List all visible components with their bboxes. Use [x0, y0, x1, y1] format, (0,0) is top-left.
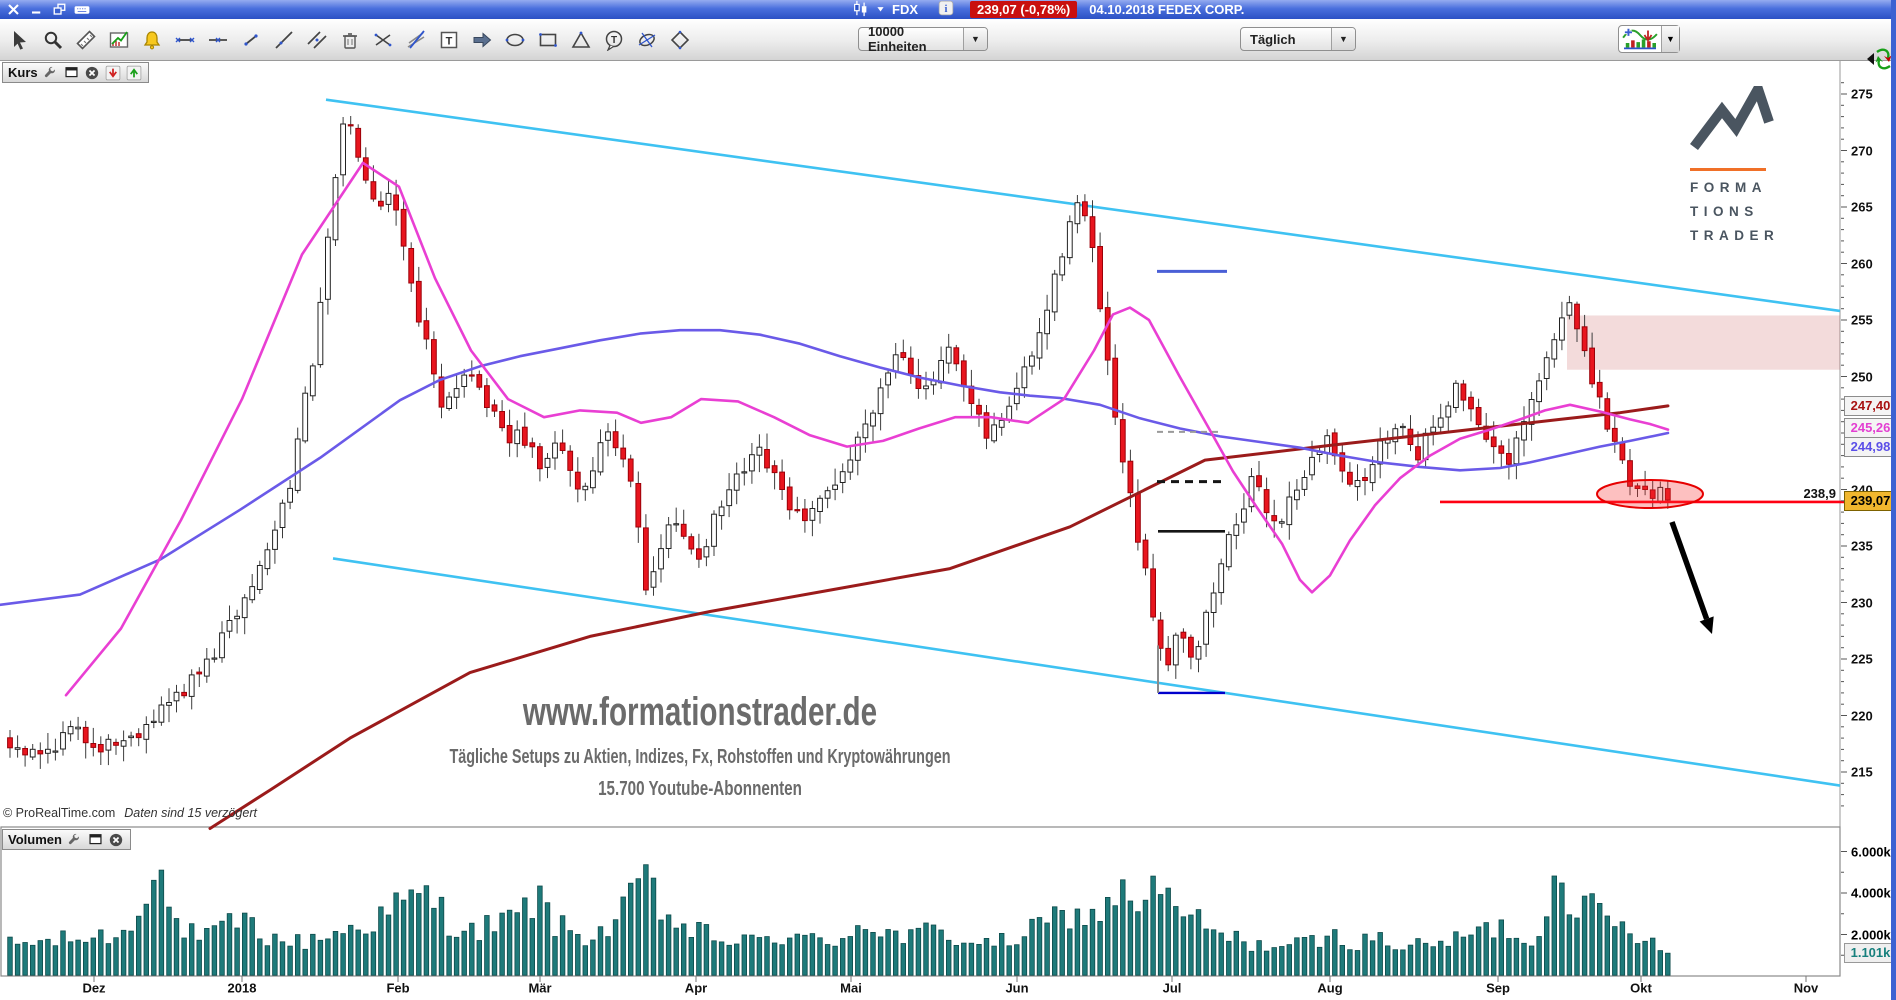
- logo-text-3: TRADER: [1690, 228, 1780, 243]
- support-price-label: 238,9: [1803, 486, 1836, 501]
- window-titlebar: FDX i 239,07 (-0,78%) 04.10.2018 FEDEX C…: [0, 0, 1896, 19]
- indicator-chart-icon: [1619, 26, 1661, 52]
- minimize-window-icon[interactable]: [28, 2, 44, 18]
- wrench-icon[interactable]: [42, 64, 59, 81]
- lower-channel[interactable]: [332, 557, 1841, 787]
- volume-series[interactable]: [7, 864, 1671, 976]
- timeframe-dropdown-value: Täglich: [1250, 31, 1296, 47]
- resistance-zone[interactable]: [1567, 315, 1840, 370]
- tool-rectangle-tool[interactable]: [534, 26, 561, 53]
- window-icon[interactable]: [87, 831, 104, 848]
- tool-rhombus-tool[interactable]: [666, 26, 693, 53]
- tool-remove-lines[interactable]: [402, 26, 429, 53]
- candlestick-mini-icon: [852, 0, 869, 20]
- copyright-note: © ProRealTime.com Daten sind 15 verzögert: [3, 806, 257, 820]
- tool-crossed-ellipse[interactable]: [633, 26, 660, 53]
- ticker-info-group: FDX i 239,07 (-0,78%) 04.10.2018 FEDEX C…: [852, 0, 1244, 19]
- tool-backtest-chart[interactable]: [105, 26, 132, 53]
- price-change-badge: 239,07 (-0,78%): [970, 1, 1078, 18]
- ma-fast-magenta[interactable]: [64, 161, 1670, 697]
- chart-frame: [0, 60, 1841, 977]
- ma-mid-violet[interactable]: [0, 328, 1670, 607]
- timeframe-dropdown-caret-icon[interactable]: ▼: [1331, 28, 1355, 50]
- close-pane-icon[interactable]: [108, 831, 125, 848]
- symbol-label[interactable]: FDX: [892, 2, 918, 17]
- tool-horizontal-segment[interactable]: [171, 26, 198, 53]
- units-dropdown[interactable]: 10000 Einheiten ▼: [858, 24, 988, 54]
- arrow-annotation[interactable]: [1669, 521, 1710, 620]
- svg-text:i: i: [945, 4, 948, 15]
- tool-parallel-channel[interactable]: [303, 26, 330, 53]
- restore-window-icon[interactable]: [51, 2, 67, 18]
- logo-text-1: FORMA: [1690, 180, 1767, 195]
- move-pane-up-icon[interactable]: [126, 64, 143, 81]
- tool-triangle-tool[interactable]: [567, 26, 594, 53]
- window-icon[interactable]: [63, 64, 80, 81]
- tool-text-bubble[interactable]: T: [600, 26, 627, 53]
- tool-alert-bell[interactable]: [138, 26, 165, 53]
- logo-orange-rule: [1690, 168, 1766, 171]
- collapse-refresh-icon[interactable]: [1866, 43, 1893, 75]
- tool-text-box[interactable]: T: [435, 26, 462, 53]
- units-dropdown-caret-icon[interactable]: ▼: [963, 28, 987, 50]
- window-right-border: [1891, 0, 1896, 1000]
- timeframe-dropdown[interactable]: Täglich ▼: [1240, 27, 1356, 51]
- move-pane-down-icon[interactable]: [105, 64, 122, 81]
- close-pane-icon[interactable]: [84, 64, 101, 81]
- volume-pane-header[interactable]: Volumen: [2, 829, 131, 850]
- tool-ellipse-tool[interactable]: [501, 26, 528, 53]
- tool-trash[interactable]: [336, 26, 363, 53]
- svg-text:T: T: [445, 35, 452, 47]
- volume-pane-title: Volumen: [8, 832, 62, 847]
- price-pane-title: Kurs: [8, 65, 38, 80]
- tool-crossed-segments[interactable]: [369, 26, 396, 53]
- tool-horizontal-ray[interactable]: [204, 26, 231, 53]
- date-company-label: 04.10.2018 FEDEX CORP.: [1089, 2, 1245, 17]
- units-dropdown-value: 10000 Einheiten: [868, 24, 927, 54]
- tool-pointer[interactable]: [6, 26, 33, 53]
- tool-short-segment[interactable]: [237, 26, 264, 53]
- arrow-head: [1699, 616, 1714, 634]
- logo-zigzag-icon: [1690, 76, 1774, 151]
- indicator-dropdown-caret-icon[interactable]: ▼: [1661, 26, 1679, 52]
- price-pane-header[interactable]: Kurs: [2, 62, 149, 83]
- provider-label: © ProRealTime.com: [3, 806, 116, 820]
- formationstrader-logo: FORMA TIONS TRADER: [1690, 76, 1780, 243]
- close-window-icon[interactable]: [5, 2, 21, 18]
- delay-label: Daten sind 15 verzögert: [124, 806, 257, 820]
- ma-slow-darkred[interactable]: [208, 404, 1670, 830]
- svg-text:T: T: [610, 35, 616, 46]
- ellipse-highlight[interactable]: [1596, 479, 1704, 510]
- axis-ticks: [93, 82, 1847, 982]
- keyboard-icon[interactable]: [74, 2, 90, 18]
- symbol-dropdown-caret-icon[interactable]: [875, 2, 886, 17]
- tool-block-arrow[interactable]: [468, 26, 495, 53]
- indicator-button[interactable]: ▼: [1618, 25, 1680, 53]
- candlestick-series[interactable]: [7, 116, 1671, 769]
- tool-trend-line[interactable]: [270, 26, 297, 53]
- logo-text-2: TIONS: [1690, 204, 1759, 219]
- info-icon[interactable]: i: [938, 0, 954, 19]
- wrench-icon[interactable]: [66, 831, 83, 848]
- tool-ruler[interactable]: [72, 26, 99, 53]
- tool-magnifier[interactable]: [39, 26, 66, 53]
